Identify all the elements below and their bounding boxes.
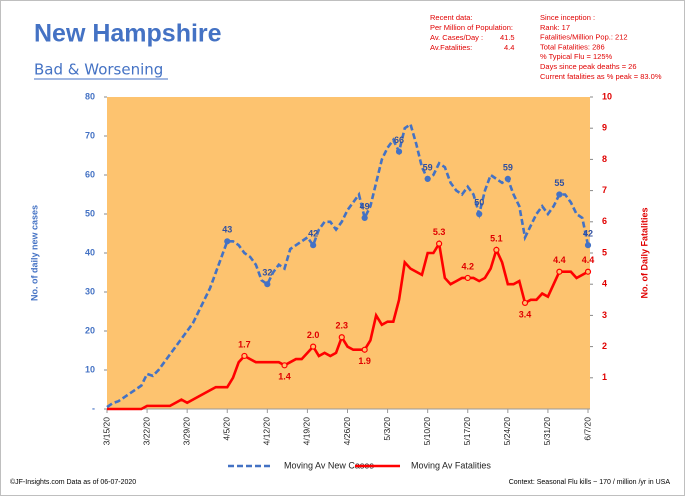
- inception-line: Total Fatalities: 286: [540, 42, 605, 51]
- y2-axis-label: No. of Daily Fatalities: [639, 207, 649, 298]
- data-label: 42: [583, 229, 593, 239]
- y-tick-label: 30: [85, 286, 95, 296]
- point-marker: [476, 210, 483, 218]
- y2-tick-label: 10: [602, 91, 612, 101]
- point-marker: [504, 175, 511, 182]
- x-tick-label: 6/7/20: [582, 417, 592, 441]
- plot-area: [107, 97, 590, 409]
- y-tick-label: 70: [85, 130, 95, 140]
- y-tick-label: 80: [85, 91, 95, 101]
- point-marker: [556, 191, 563, 198]
- data-label: 59: [503, 162, 513, 172]
- point-marker: [556, 268, 563, 275]
- data-label: 1.4: [278, 372, 291, 382]
- data-label: 2.3: [336, 321, 349, 331]
- y-tick-label: 20: [85, 325, 95, 335]
- y2-tick-label: 4: [602, 279, 607, 289]
- data-label: 5.1: [490, 233, 503, 243]
- data-label: 4.4: [582, 255, 595, 265]
- inception-line: Days since peak deaths = 26: [540, 62, 637, 71]
- y-tick-label: 50: [85, 208, 95, 218]
- data-label: 49: [360, 201, 370, 211]
- point-marker: [241, 352, 248, 360]
- inception-line: Current fatalities as % peak = 83.0%: [540, 72, 662, 81]
- point-marker: [310, 242, 317, 249]
- y2-tick-label: 5: [602, 247, 607, 257]
- point-marker: [436, 240, 443, 247]
- point-marker: [281, 362, 288, 369]
- y-tick-label: -: [92, 403, 95, 413]
- y2-tick-label: 6: [602, 216, 607, 226]
- x-tick-label: 3/22/20: [141, 417, 151, 446]
- inception-line: % Typical Flu = 125%: [540, 52, 613, 61]
- recent-label: Av. Cases/Day :: [430, 33, 483, 42]
- data-label: 50: [474, 197, 484, 207]
- point-marker: [584, 242, 592, 249]
- data-label: 59: [423, 162, 433, 172]
- y2-tick-label: 8: [602, 154, 607, 164]
- subtitle: Bad & Worsening: [34, 61, 163, 79]
- point-marker: [224, 238, 231, 245]
- point-marker: [361, 346, 368, 353]
- recent-label: Av.Fatalities:: [430, 43, 472, 52]
- data-label: 1.9: [358, 356, 371, 366]
- y2-tick-label: 7: [602, 185, 607, 195]
- recent-value: 4.4: [504, 43, 514, 52]
- y2-tick-label: 3: [602, 310, 607, 320]
- title: New Hampshire: [34, 20, 222, 48]
- recent-value: 41.5: [500, 33, 515, 42]
- data-label: 43: [222, 225, 232, 235]
- data-label: 42: [308, 229, 318, 239]
- recent-heading: Recent data:: [430, 13, 473, 22]
- y2-tick-label: 2: [602, 341, 607, 351]
- recent-basis: Per Million of Population:: [430, 23, 513, 32]
- data-label: 66: [394, 135, 404, 145]
- y2-tick-label: 1: [602, 372, 607, 382]
- legend-label: Moving Av New Cases: [284, 460, 374, 470]
- inception-line: Since inception :: [540, 13, 595, 22]
- data-label: 4.2: [461, 261, 474, 271]
- y-tick-label: 60: [85, 169, 95, 179]
- inception-line: Fatalities/Million Pop.: 212: [540, 33, 628, 42]
- point-marker: [395, 148, 403, 155]
- footer-context: Context: Seasonal Flu kills ~ 170 / mill…: [509, 479, 671, 486]
- x-tick-label: 5/24/20: [502, 417, 512, 446]
- legend-label: Moving Av Fatalities: [411, 460, 491, 470]
- point-marker: [338, 334, 345, 341]
- data-label: 2.0: [307, 330, 320, 340]
- y-tick-label: 40: [85, 247, 95, 257]
- x-tick-label: 4/26/20: [342, 417, 352, 446]
- x-tick-label: 5/17/20: [462, 417, 472, 446]
- point-marker: [521, 299, 529, 307]
- series-line: [107, 239, 589, 411]
- y-axis-label: No. of daily new cases: [29, 205, 39, 301]
- point-marker: [361, 214, 368, 221]
- data-label: 55: [554, 178, 564, 188]
- y-tick-label: 10: [85, 364, 95, 374]
- y2-tick-label: 9: [602, 123, 607, 133]
- footer-source: ©JF-Insights.com Data as of 06-07-2020: [10, 478, 136, 486]
- point-marker: [264, 281, 271, 288]
- point-marker: [464, 274, 471, 282]
- data-label: 3.4: [519, 309, 532, 319]
- data-label: 32: [262, 268, 272, 278]
- x-tick-label: 3/29/20: [181, 417, 191, 446]
- data-label: 4.4: [553, 255, 566, 265]
- inception-line: Rank: 17: [540, 23, 570, 32]
- point-marker: [424, 175, 431, 182]
- point-marker: [584, 268, 592, 275]
- x-tick-label: 5/3/20: [382, 417, 392, 441]
- data-label: 1.7: [238, 339, 251, 349]
- x-tick-label: 4/12/20: [262, 417, 272, 446]
- x-tick-label: 3/15/20: [101, 417, 111, 446]
- x-tick-label: 4/5/20: [222, 417, 232, 441]
- x-tick-label: 5/31/20: [542, 417, 552, 446]
- x-tick-label: 4/19/20: [302, 417, 312, 446]
- x-tick-label: 5/10/20: [422, 417, 432, 446]
- point-marker: [493, 246, 500, 253]
- point-marker: [310, 343, 317, 350]
- data-label: 5.3: [433, 227, 446, 237]
